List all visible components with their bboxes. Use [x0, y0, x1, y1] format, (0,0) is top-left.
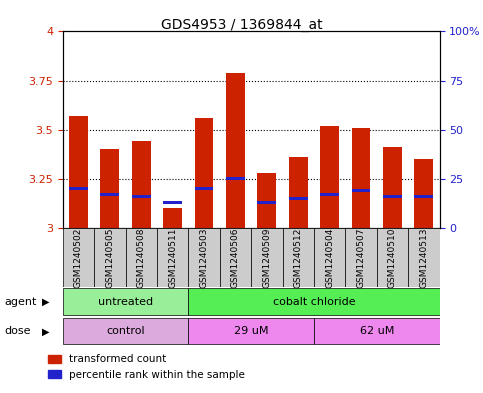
FancyBboxPatch shape — [126, 228, 157, 287]
Text: cobalt chloride: cobalt chloride — [272, 297, 355, 307]
Text: control: control — [106, 326, 145, 336]
Bar — [163, 201, 182, 204]
Text: GSM1240511: GSM1240511 — [168, 227, 177, 288]
Text: GSM1240507: GSM1240507 — [356, 227, 366, 288]
Text: GSM1240513: GSM1240513 — [419, 227, 428, 288]
FancyBboxPatch shape — [283, 228, 314, 287]
FancyBboxPatch shape — [220, 228, 251, 287]
Text: GSM1240506: GSM1240506 — [231, 227, 240, 288]
Bar — [163, 208, 182, 228]
Bar — [352, 128, 370, 228]
Bar — [383, 195, 402, 198]
FancyBboxPatch shape — [188, 228, 220, 287]
Text: GSM1240512: GSM1240512 — [294, 227, 303, 288]
Bar — [195, 187, 213, 190]
Bar — [226, 73, 245, 228]
Bar — [69, 116, 88, 228]
Bar — [132, 195, 151, 198]
Text: GSM1240509: GSM1240509 — [262, 227, 271, 288]
FancyBboxPatch shape — [188, 288, 440, 315]
FancyBboxPatch shape — [408, 228, 440, 287]
FancyBboxPatch shape — [94, 228, 126, 287]
Text: GSM1240502: GSM1240502 — [74, 227, 83, 288]
Bar — [132, 141, 151, 228]
Text: GSM1240504: GSM1240504 — [325, 227, 334, 288]
Text: 29 uM: 29 uM — [234, 326, 269, 336]
Text: agent: agent — [5, 297, 37, 307]
Bar — [289, 157, 308, 228]
Text: 62 uM: 62 uM — [359, 326, 394, 336]
FancyBboxPatch shape — [377, 228, 408, 287]
Bar — [69, 187, 88, 190]
Text: GSM1240510: GSM1240510 — [388, 227, 397, 288]
FancyBboxPatch shape — [251, 228, 283, 287]
FancyBboxPatch shape — [63, 228, 94, 287]
Text: GSM1240503: GSM1240503 — [199, 227, 209, 288]
Legend: transformed count, percentile rank within the sample: transformed count, percentile rank withi… — [44, 350, 249, 384]
Bar — [414, 159, 433, 228]
FancyBboxPatch shape — [157, 228, 188, 287]
Text: ▶: ▶ — [42, 326, 50, 336]
FancyBboxPatch shape — [63, 318, 188, 344]
Bar — [414, 195, 433, 198]
Bar — [257, 201, 276, 204]
Bar — [226, 177, 245, 180]
Text: dose: dose — [5, 326, 31, 336]
FancyBboxPatch shape — [345, 228, 377, 287]
Bar — [100, 149, 119, 228]
Bar — [100, 193, 119, 196]
FancyBboxPatch shape — [63, 288, 188, 315]
FancyBboxPatch shape — [314, 228, 345, 287]
Bar — [195, 118, 213, 228]
FancyBboxPatch shape — [314, 318, 440, 344]
Text: GSM1240508: GSM1240508 — [137, 227, 146, 288]
Bar — [320, 126, 339, 228]
Text: ▶: ▶ — [42, 297, 50, 307]
Text: untreated: untreated — [98, 297, 153, 307]
Bar — [320, 193, 339, 196]
Bar — [257, 173, 276, 228]
Bar — [383, 147, 402, 228]
Text: GSM1240505: GSM1240505 — [105, 227, 114, 288]
FancyBboxPatch shape — [188, 318, 314, 344]
Text: GDS4953 / 1369844_at: GDS4953 / 1369844_at — [161, 18, 322, 32]
Bar — [289, 197, 308, 200]
Bar — [352, 189, 370, 192]
